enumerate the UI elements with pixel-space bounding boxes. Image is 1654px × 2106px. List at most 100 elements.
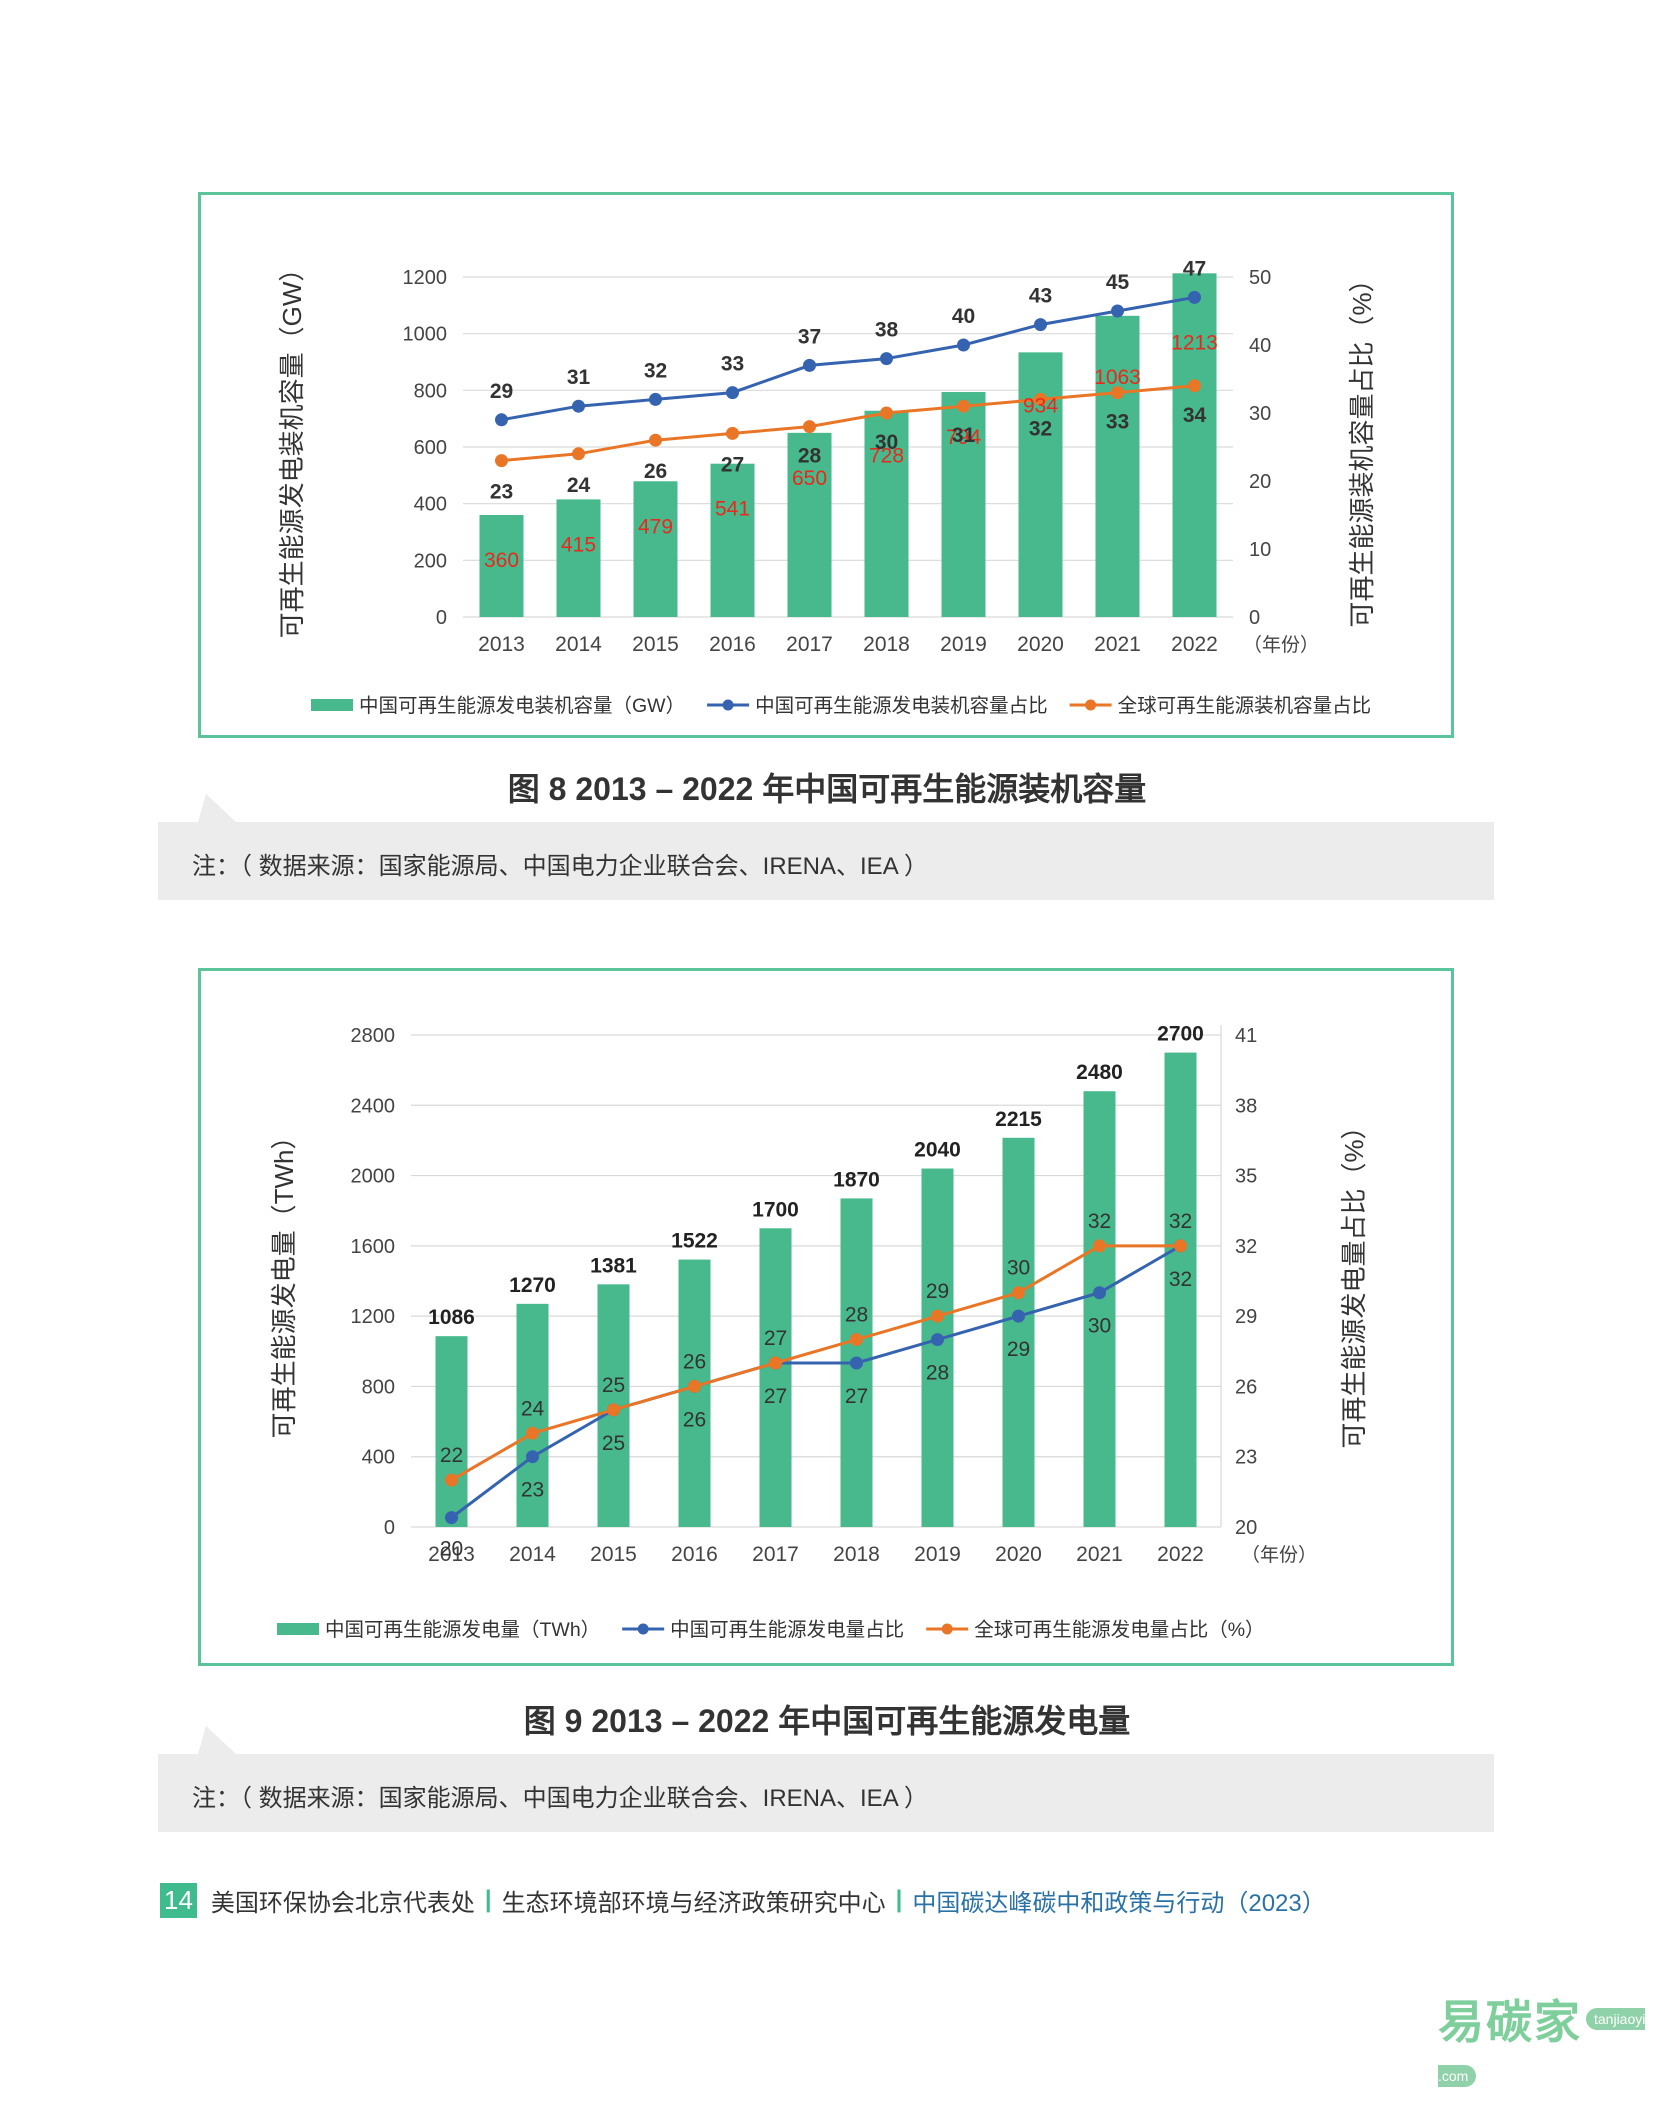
legend-label: 全球可再生能源装机容量占比 <box>1118 695 1372 717</box>
global-share-label: 22 <box>440 1444 463 1467</box>
bar <box>941 392 986 617</box>
x-tick-label: 2021 <box>1094 633 1141 656</box>
china-share-point <box>726 386 739 400</box>
china-share-label: 47 <box>1183 257 1206 280</box>
china-share-label: 32 <box>644 359 667 382</box>
global-share-point <box>607 1403 620 1417</box>
legend-swatch <box>277 1623 319 1635</box>
watermark-text: 易碳家 <box>1438 1996 1582 2048</box>
y-axis-title: 可再生能源发电量（TWh） <box>269 1124 299 1439</box>
bar-value-label: 1700 <box>752 1198 799 1221</box>
china-share-label: 43 <box>1029 285 1052 308</box>
y-tick-label: 1200 <box>403 267 448 289</box>
global-share-point <box>931 1309 944 1323</box>
global-share-point <box>1012 1286 1025 1300</box>
global-share-label: 24 <box>521 1397 545 1420</box>
x-tick-label: 2020 <box>1017 633 1064 656</box>
y-tick-label: 400 <box>414 494 447 516</box>
global-share-label: 32 <box>1169 1210 1192 1233</box>
x-tick-label: 2020 <box>995 1543 1042 1566</box>
bar <box>921 1168 954 1527</box>
bar-value-label: 2700 <box>1157 1023 1204 1046</box>
legend-label: 中国可再生能源发电装机容量（GW） <box>359 695 685 717</box>
bar-value-label: 360 <box>484 549 519 572</box>
footer-org-2: 生态环境部环境与经济政策研究中心 <box>501 1889 886 1917</box>
bar <box>479 515 524 617</box>
page-footer: 14 美国环保协会北京代表处 | 生态环境部环境与经济政策研究中心 | 中国碳达… <box>160 1882 1326 1918</box>
y2-tick-label: 38 <box>1235 1095 1257 1117</box>
global-share-label: 30 <box>1007 1257 1030 1280</box>
global-share-point <box>1111 386 1124 400</box>
y2-axis-title: 可再生能源装机容量占比（%） <box>1347 266 1377 627</box>
bar-value-label: 2040 <box>914 1139 961 1162</box>
bar <box>633 481 678 617</box>
bar-value-label: 728 <box>869 445 904 468</box>
y-axis-title: 可再生能源发电装机容量（GW） <box>277 256 307 639</box>
page-number: 14 <box>160 1882 197 1918</box>
global-share-point <box>1174 1239 1187 1253</box>
y2-tick-label: 20 <box>1249 471 1271 493</box>
y-tick-label: 0 <box>436 607 447 629</box>
y2-tick-label: 23 <box>1235 1447 1257 1469</box>
y-tick-label: 400 <box>362 1447 395 1469</box>
y2-tick-label: 30 <box>1249 403 1271 425</box>
x-tick-label: 2018 <box>833 1543 880 1566</box>
bar-value-label: 1870 <box>833 1168 880 1191</box>
bar <box>864 410 909 617</box>
global-share-label: 24 <box>567 474 591 497</box>
china-share-label: 25 <box>602 1432 625 1455</box>
bar-value-label: 1086 <box>428 1306 475 1329</box>
global-share-label: 27 <box>764 1327 787 1350</box>
china-share-label: 32 <box>1169 1268 1192 1291</box>
bar <box>1002 1137 1035 1527</box>
legend-label: 中国可再生能源发电量（TWh） <box>325 1619 600 1641</box>
global-share-point <box>1034 392 1047 406</box>
bar-value-label: 794 <box>946 426 981 449</box>
x-tick-label: 2014 <box>555 633 602 656</box>
china-share-label: 23 <box>521 1479 544 1502</box>
bar-value-label: 1270 <box>509 1274 556 1297</box>
y-tick-label: 2000 <box>351 1166 396 1188</box>
legend-label: 中国可再生能源发电量占比 <box>670 1619 904 1641</box>
global-share-label: 27 <box>721 453 744 476</box>
legend-marker <box>722 699 734 711</box>
legend-label: 全球可再生能源发电量占比（%） <box>974 1619 1264 1641</box>
bar <box>1018 352 1063 617</box>
figure-8-caption: 图 8 2013 – 2022 年中国可再生能源装机容量 <box>507 771 1147 807</box>
bar <box>710 463 755 617</box>
y2-tick-label: 0 <box>1249 607 1260 629</box>
bar <box>435 1336 468 1527</box>
china-share-point <box>495 413 508 427</box>
global-share-label: 26 <box>644 460 667 483</box>
legend-label: 中国可再生能源发电装机容量占比 <box>755 695 1048 717</box>
bar-value-label: 1063 <box>1094 366 1141 389</box>
figure-8-note: 注：（ 数据来源：国家能源局、中国电力企业联合会、IRENA、IEA ） <box>158 794 1494 900</box>
x-tick-label: 2015 <box>590 1543 637 1566</box>
x-tick-label: 2019 <box>940 633 987 656</box>
china-share-point <box>649 392 662 406</box>
y2-tick-label: 35 <box>1235 1166 1257 1188</box>
china-share-label: 37 <box>798 325 821 348</box>
global-share-point <box>526 1426 539 1440</box>
figure-9-frame: 0 400 800 1200 1600 2000 2400 2800 20 23 26 29 32 35 3… <box>198 968 1454 1666</box>
china-share-label: 38 <box>875 319 899 342</box>
bar-value-label: 479 <box>638 515 673 538</box>
global-share-label: 23 <box>490 481 513 504</box>
china-share-line <box>501 295 1195 422</box>
x-unit-label: （年份） <box>1241 1544 1317 1566</box>
footer-report-title: 中国碳达峰碳中和政策与行动（2023） <box>912 1889 1326 1917</box>
global-share-label: 32 <box>1088 1210 1111 1233</box>
x-tick-label: 2017 <box>752 1543 799 1566</box>
global-share-label: 25 <box>602 1374 625 1397</box>
bar <box>1083 1091 1116 1527</box>
y2-tick-label: 26 <box>1235 1376 1257 1398</box>
y2-tick-label: 29 <box>1235 1306 1257 1328</box>
legend-marker <box>637 1623 649 1635</box>
bar-value-label: 2480 <box>1076 1061 1123 1084</box>
x-tick-label: 2017 <box>786 633 833 656</box>
y2-tick-label: 10 <box>1249 539 1271 561</box>
bar <box>556 499 601 617</box>
global-share-label: 29 <box>926 1280 949 1303</box>
global-share-point <box>769 1356 782 1370</box>
figure-8-frame: 0 200 400 600 800 1000 1200 0 10 20 30 40 50 2013 2014… <box>198 192 1454 738</box>
